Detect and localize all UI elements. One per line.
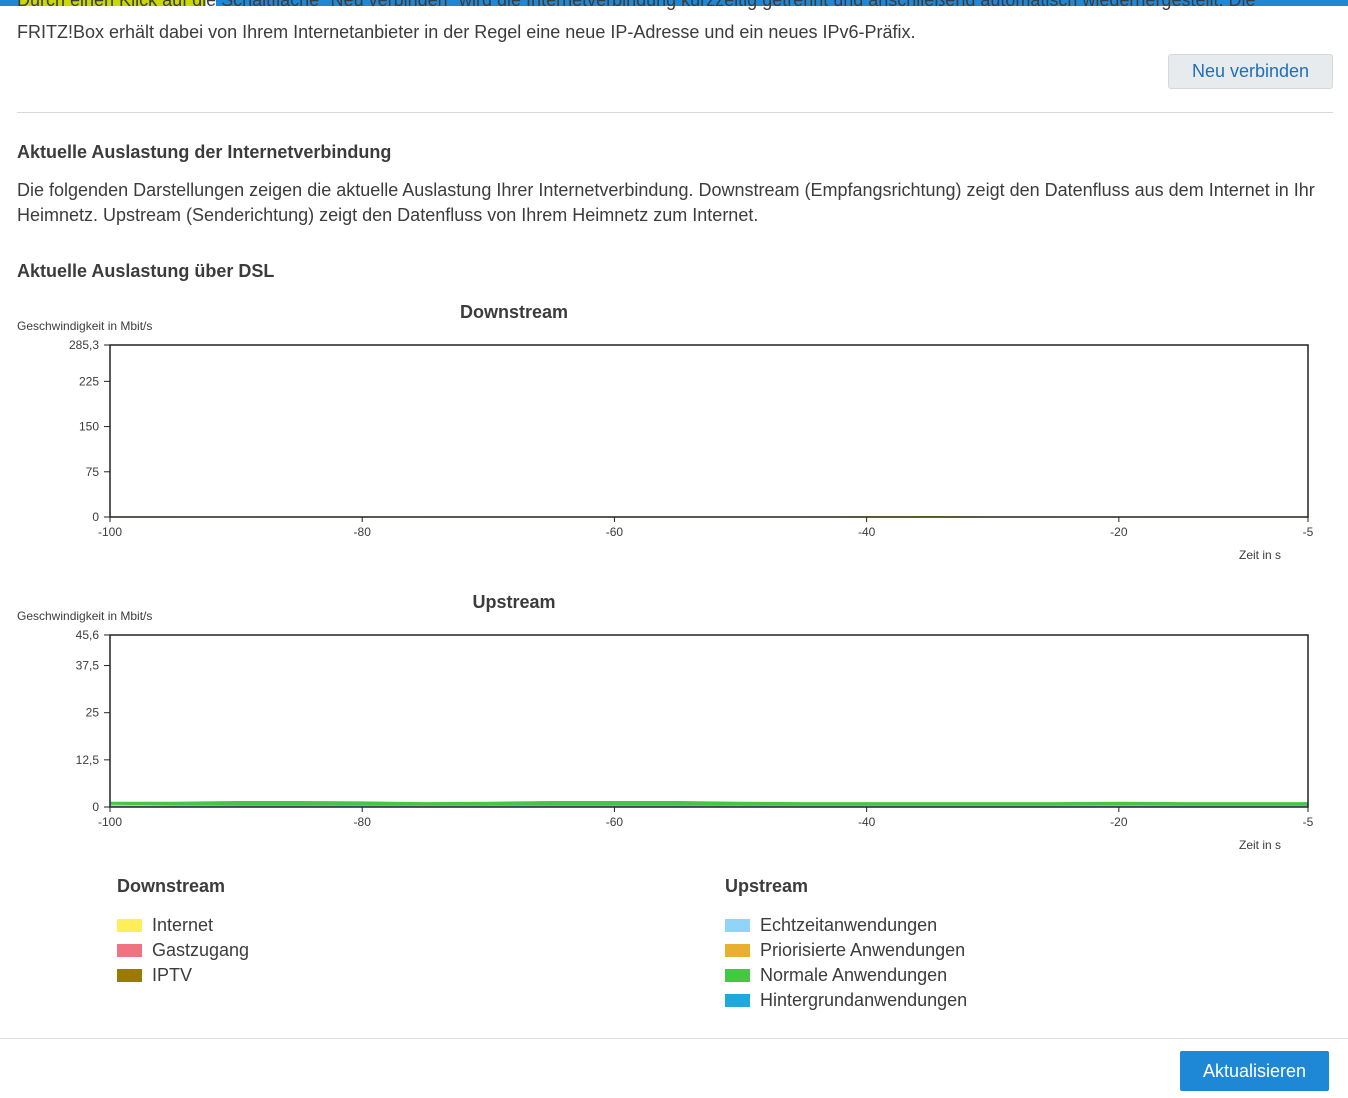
legend-swatch bbox=[117, 944, 142, 957]
legend-item-echtzeit: Echtzeitanwendungen bbox=[725, 913, 967, 938]
legend-swatch bbox=[725, 919, 750, 932]
legend-label: Normale Anwendungen bbox=[760, 965, 948, 985]
downstream-legend-title: Downstream bbox=[117, 876, 226, 896]
x-tick-label: -60 bbox=[606, 525, 624, 539]
x-tick-label: -5 bbox=[1303, 525, 1314, 539]
downstream-y-axis-label: Geschwindigkeit in Mbit/s bbox=[17, 319, 153, 333]
series-area-2 bbox=[110, 800, 1308, 806]
legend-item-internet: Internet bbox=[117, 913, 249, 938]
legend-swatch bbox=[725, 944, 750, 957]
legend-label: Priorisierte Anwendungen bbox=[760, 940, 966, 960]
top-navigation-strip bbox=[0, 0, 1348, 6]
x-tick-label: -20 bbox=[1110, 815, 1128, 829]
y-tick-label: 75 bbox=[86, 465, 100, 479]
x-tick-label: -20 bbox=[1110, 525, 1128, 539]
upstream-legend: Upstream Echtzeitanwendungen Priorisiert… bbox=[725, 876, 967, 1013]
legend-item-normal: Normale Anwendungen bbox=[725, 963, 967, 988]
top-navigation-bar bbox=[0, 0, 1348, 8]
y-tick-label: 25 bbox=[86, 706, 100, 720]
downstream-chart-title: Downstream bbox=[459, 302, 569, 322]
downstream-x-axis-label: Zeit in s bbox=[1239, 548, 1282, 562]
plot-frame bbox=[109, 634, 1309, 808]
y-tick-label: 225 bbox=[79, 374, 99, 388]
legend-item-iptv: IPTV bbox=[117, 963, 249, 988]
footer-divider bbox=[0, 1038, 1348, 1039]
section-title: Aktuelle Auslastung der Internetverbindu… bbox=[17, 142, 392, 162]
upstream-chart: 0 12,5 25 37,5 45,6 -100 -80 -60 -40 -20 -5 bbox=[76, 628, 1314, 829]
x-tick-label: -80 bbox=[354, 815, 372, 829]
x-tick-label: -80 bbox=[354, 525, 372, 539]
legend-label: Echtzeitanwendungen bbox=[760, 915, 938, 935]
legend-label: Hintergrundanwendungen bbox=[760, 990, 968, 1010]
x-tick-label: -40 bbox=[858, 525, 876, 539]
legend-swatch bbox=[725, 994, 750, 1007]
legend-item-hintergrund: Hintergrundanwendungen bbox=[725, 988, 967, 1013]
plot-frame bbox=[109, 344, 1309, 518]
y-tick-label: 37,5 bbox=[76, 659, 100, 673]
section-description: Die folgenden Darstellungen zeigen die a… bbox=[17, 180, 1315, 225]
legend-swatch bbox=[117, 919, 142, 932]
tab-separator bbox=[206, 0, 216, 8]
legend-item-priorisiert: Priorisierte Anwendungen bbox=[725, 938, 967, 963]
active-tab-indicator[interactable] bbox=[20, 0, 206, 6]
legend-swatch bbox=[725, 969, 750, 982]
legend-item-gastzugang: Gastzugang bbox=[117, 938, 249, 963]
reconnect-button[interactable]: Neu verbinden bbox=[1168, 54, 1333, 89]
intro-text-cut-line: Durch einen Klick auf die Schaltfläche "… bbox=[17, 0, 1256, 10]
dsl-section-title: Aktuelle Auslastung über DSL bbox=[17, 261, 275, 281]
x-tick-label: -60 bbox=[606, 815, 624, 829]
x-tick-label: -40 bbox=[858, 815, 876, 829]
y-tick-label: 285,3 bbox=[69, 338, 99, 352]
refresh-button[interactable]: Aktualisieren bbox=[1180, 1051, 1329, 1091]
y-tick-label: 12,5 bbox=[76, 753, 100, 767]
legend-label: Internet bbox=[152, 915, 214, 935]
x-tick-label: -100 bbox=[98, 815, 122, 829]
legend-label: IPTV bbox=[152, 965, 193, 985]
downstream-legend: Downstream Internet Gastzugang IPTV bbox=[117, 876, 249, 988]
upstream-x-axis-label: Zeit in s bbox=[1239, 838, 1282, 852]
x-tick-label: -100 bbox=[98, 525, 122, 539]
upstream-y-axis-label: Geschwindigkeit in Mbit/s bbox=[17, 609, 153, 623]
section-divider bbox=[17, 112, 1333, 113]
downstream-chart: 0 75 150 225 285,3 -100 -80 -60 -40 -20 -5 bbox=[69, 338, 1314, 539]
y-tick-label: 0 bbox=[92, 510, 99, 524]
legend-label: Gastzugang bbox=[152, 940, 250, 960]
y-tick-label: 0 bbox=[92, 800, 99, 814]
legend-swatch bbox=[117, 969, 142, 982]
upstream-legend-title: Upstream bbox=[725, 876, 809, 896]
y-tick-label: 45,6 bbox=[76, 628, 100, 642]
y-tick-label: 150 bbox=[79, 420, 99, 434]
x-tick-label: -5 bbox=[1303, 815, 1314, 829]
upstream-chart-title: Upstream bbox=[472, 592, 556, 612]
intro-text: FRITZ!Box erhält dabei von Ihrem Interne… bbox=[17, 22, 916, 42]
